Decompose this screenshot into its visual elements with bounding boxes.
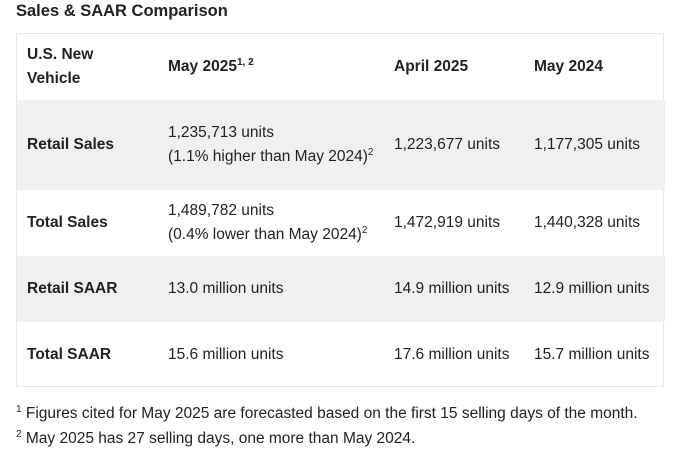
row-label: Retail Sales bbox=[27, 136, 115, 153]
cell-value: 1,235,713 units bbox=[168, 124, 275, 141]
cell-value: 1,489,782 units bbox=[168, 202, 275, 219]
table-row-retail-saar: Retail SAAR 13.0 million units 14.9 mill… bbox=[17, 256, 665, 322]
cell-may-2025: 1,489,782 units (0.4% lower than May 2024… bbox=[158, 190, 384, 256]
table-row-total-saar: Total SAAR 15.6 million units 17.6 milli… bbox=[17, 322, 665, 388]
table-row-retail-sales: Retail Sales 1,235,713 units (1.1% higher… bbox=[17, 100, 665, 190]
header-may-2025-label: May 2025 bbox=[168, 58, 237, 75]
cell-april-2025: 1,472,919 units bbox=[394, 214, 501, 231]
cell-note: (1.1% higher than May 2024) bbox=[168, 148, 368, 165]
cell-may-2024: 12.9 million units bbox=[534, 280, 650, 297]
header-may-2025-footnote-marks: 1, 2 bbox=[236, 56, 254, 68]
table-row-total-sales: Total Sales 1,489,782 units (0.4% lower t… bbox=[17, 190, 665, 256]
cell-may-2025: 13.0 million units bbox=[168, 280, 284, 297]
cell-may-2024: 1,177,305 units bbox=[534, 136, 641, 153]
footnote-1-mark: 1 bbox=[16, 403, 22, 415]
cell-may-2024: 15.7 million units bbox=[534, 346, 650, 363]
header-may-2025: May 20251, 2 bbox=[158, 34, 384, 100]
footnote-mark: 2 bbox=[367, 146, 374, 158]
row-label: Total SAAR bbox=[27, 346, 112, 363]
cell-may-2024: 1,440,328 units bbox=[534, 214, 641, 231]
cell-note: (0.4% lower than May 2024) bbox=[168, 226, 362, 243]
header-us-new-vehicle: U.S. New Vehicle bbox=[27, 46, 94, 87]
footnote-2-text: May 2025 has 27 selling days, one more t… bbox=[25, 430, 416, 447]
header-may-2024: May 2024 bbox=[534, 58, 603, 75]
footnote-1-text: Figures cited for May 2025 are forecaste… bbox=[25, 405, 638, 422]
cell-may-2025: 1,235,713 units (1.1% higher than May 202… bbox=[158, 100, 384, 190]
cell-april-2025: 14.9 million units bbox=[394, 280, 510, 297]
header-april-2025: April 2025 bbox=[394, 58, 469, 75]
row-label: Retail SAAR bbox=[27, 280, 118, 297]
comparison-table: U.S. New Vehicle May 20251, 2 April 2025… bbox=[16, 33, 665, 388]
table-title: Sales & SAAR Comparison bbox=[16, 2, 228, 20]
table-header-row: U.S. New Vehicle May 20251, 2 April 2025… bbox=[17, 34, 665, 100]
footnote-2: 2 May 2025 has 27 selling days, one more… bbox=[16, 428, 416, 448]
cell-april-2025: 17.6 million units bbox=[394, 346, 510, 363]
row-label: Total Sales bbox=[27, 214, 108, 231]
footnote-mark: 2 bbox=[361, 224, 368, 236]
cell-may-2025: 15.6 million units bbox=[168, 346, 284, 363]
footnote-1: 1 Figures cited for May 2025 are forecas… bbox=[16, 403, 638, 423]
cell-april-2025: 1,223,677 units bbox=[394, 136, 501, 153]
footnote-2-mark: 2 bbox=[16, 428, 22, 440]
